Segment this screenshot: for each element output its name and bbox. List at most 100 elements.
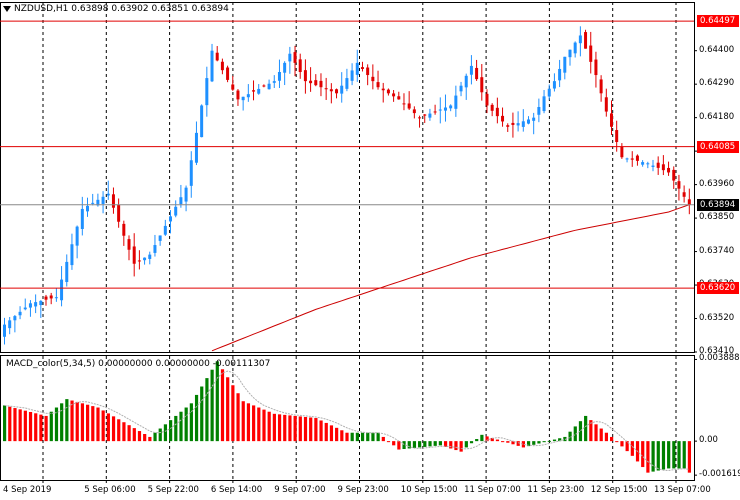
- candle-body-38: [200, 105, 204, 138]
- candle-body-52: [272, 81, 276, 83]
- macd-bar-45: [236, 393, 240, 442]
- candle-body-65: [340, 85, 344, 94]
- macd-bar-23: [122, 422, 126, 442]
- candle-body-117: [609, 113, 613, 127]
- candle-body-102: [532, 117, 536, 121]
- candle-body-110: [573, 42, 577, 54]
- macd-bar-74: [386, 441, 391, 443]
- candle-body-46: [241, 96, 245, 101]
- macd-bar-38: [200, 386, 204, 442]
- macd-bar-98: [511, 441, 515, 445]
- time-tick-label: 9 Sep 07:00: [274, 485, 326, 495]
- candle-body-128: [667, 167, 671, 173]
- ohlc-high: 0.63902: [111, 4, 149, 14]
- macd-panel-frame: [0, 355, 695, 481]
- candle-body-58: [303, 70, 307, 82]
- macd-bar-82: [428, 441, 432, 447]
- candle-body-50: [262, 85, 266, 87]
- candle-body-109: [568, 49, 572, 58]
- candle-body-1: [8, 320, 12, 329]
- macd-bar-15: [80, 403, 85, 442]
- macd-bar-116: [604, 432, 609, 442]
- macd-bar-47: [246, 403, 251, 442]
- candle-body-71: [371, 76, 375, 82]
- macd-bar-75: [392, 441, 396, 446]
- candle-body-98: [511, 122, 515, 125]
- candle-body-83: [433, 111, 437, 113]
- macd-bar-87: [454, 441, 458, 451]
- candle-body-11: [60, 279, 64, 301]
- candle-body-99: [516, 123, 520, 126]
- time-tick-label: 13 Sep 07:00: [654, 485, 711, 495]
- macd-bar-127: [661, 441, 666, 470]
- macd-bar-39: [205, 378, 209, 442]
- candle-body-127: [661, 164, 665, 171]
- macd-bar-21: [111, 416, 116, 442]
- ohlc-low: 0.63851: [151, 4, 189, 14]
- macd-bar-124: [646, 441, 650, 473]
- candle-body-88: [459, 85, 463, 92]
- macd-signal-line: [4, 370, 690, 472]
- candle-body-6: [34, 302, 38, 307]
- candle-body-21: [111, 194, 115, 208]
- macd-bar-104: [542, 441, 546, 443]
- macd-bar-121: [630, 441, 634, 456]
- macd-bar-26: [137, 431, 142, 442]
- macd-bar-54: [283, 414, 287, 442]
- candle-body-41: [215, 52, 219, 61]
- macd-bar-41: [215, 361, 219, 442]
- candle-body-60: [314, 80, 318, 86]
- candle-body-40: [210, 50, 214, 82]
- dropdown-triangle-icon[interactable]: [3, 5, 11, 12]
- candle-body-23: [122, 223, 126, 236]
- macd-bar-46: [241, 401, 245, 442]
- indicator-name: MACD_color(5,34,5): [6, 359, 96, 369]
- candle-body-97: [506, 125, 510, 127]
- candle-body-32: [169, 216, 173, 222]
- candle-body-103: [537, 107, 541, 115]
- candle-body-101: [526, 119, 530, 124]
- candle-body-79: [412, 109, 416, 114]
- candle-body-95: [495, 107, 499, 117]
- price-tick-label: 0.64400: [699, 44, 735, 55]
- macd-bar-11: [60, 403, 64, 442]
- candle-body-54: [283, 62, 287, 73]
- candle-body-3: [18, 311, 22, 316]
- candle-body-112: [584, 32, 588, 49]
- candle-body-114: [594, 59, 598, 76]
- time-tick-label: 4 Sep 2019: [3, 485, 52, 495]
- macd-bar-131: [682, 441, 686, 469]
- candle-body-31: [163, 225, 167, 235]
- macd-bar-61: [319, 420, 323, 442]
- macd-bar-106: [552, 439, 557, 442]
- macd-bar-103: [537, 441, 541, 444]
- macd-bar-32: [169, 420, 173, 442]
- candle-body-80: [418, 117, 422, 119]
- level-price-tag: 0.64497: [697, 15, 739, 28]
- candle-body-111: [578, 35, 582, 44]
- macd-bar-10: [54, 407, 59, 442]
- indicator-value-1: 0.00000000: [98, 359, 153, 369]
- candle-body-49: [257, 88, 261, 94]
- macd-tick-label: 0.0038881: [699, 353, 740, 364]
- candle-body-106: [552, 81, 556, 89]
- macd-bar-14: [75, 401, 79, 442]
- candle-body-2: [13, 316, 17, 321]
- macd-bar-33: [174, 415, 178, 442]
- macd-bar-69: [360, 432, 365, 442]
- candle-body-78: [407, 103, 411, 109]
- macd-tick-label: -0.001619: [699, 469, 740, 480]
- macd-bar-71: [371, 432, 375, 442]
- candle-body-70: [366, 67, 370, 76]
- candle-body-29: [153, 245, 157, 253]
- candle-body-120: [625, 158, 629, 160]
- candle-body-61: [319, 80, 323, 88]
- candle-body-90: [469, 65, 473, 75]
- macd-bar-77: [402, 441, 406, 450]
- macd-bar-37: [194, 394, 199, 442]
- candle-body-64: [335, 89, 339, 94]
- candle-body-123: [641, 162, 645, 165]
- candle-body-30: [158, 235, 162, 241]
